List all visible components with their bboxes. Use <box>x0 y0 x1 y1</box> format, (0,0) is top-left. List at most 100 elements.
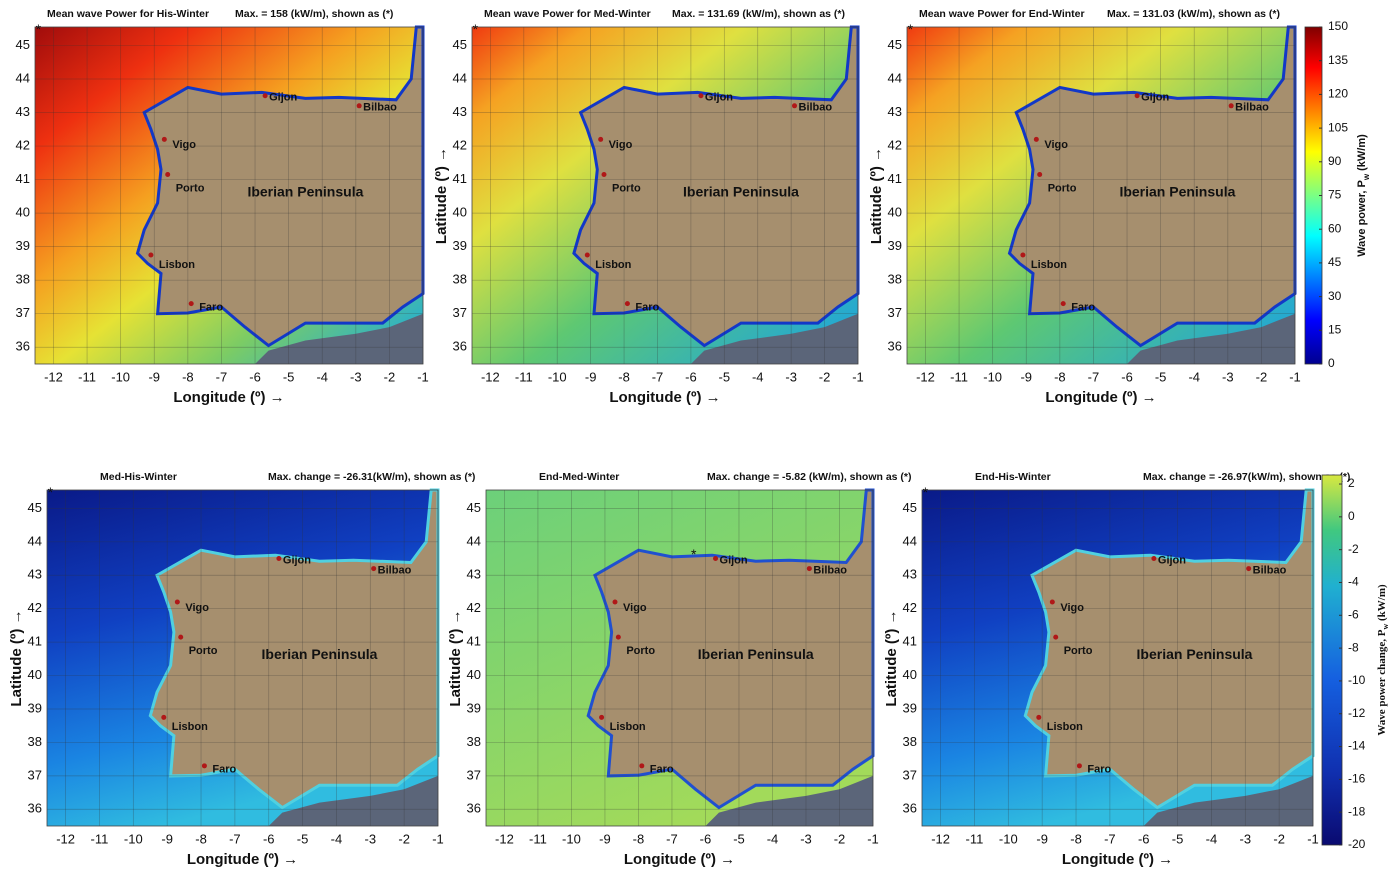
city-marker <box>148 253 153 258</box>
panel-title: Mean wave Power for Med-Winter <box>484 8 651 20</box>
y-tick-label: 36 <box>28 801 42 816</box>
panel-max: Max. change = -26.97(kW/m), shown as (*) <box>1143 471 1350 483</box>
region-label: Iberian Peninsula <box>683 184 799 200</box>
y-tick-label: 45 <box>467 500 481 515</box>
city-label: Vigo <box>1044 139 1068 151</box>
y-tick-label: 43 <box>453 104 467 119</box>
colorbar-tick-label: 105 <box>1328 120 1348 134</box>
x-tick-label: -4 <box>767 831 779 846</box>
x-tick-label: -10 <box>111 369 130 384</box>
y-tick-label: 40 <box>16 205 30 220</box>
colorbar-tick-label: -16 <box>1348 772 1366 786</box>
colorbar-tick-label: -2 <box>1348 542 1359 556</box>
city-marker <box>639 763 644 768</box>
x-tick-label: -9 <box>599 831 611 846</box>
city-marker <box>161 715 166 720</box>
max-marker: * <box>48 484 54 500</box>
region-label: Iberian Peninsula <box>1119 184 1235 200</box>
y-axis-label: Latitude (º) → <box>433 147 450 244</box>
city-marker <box>202 763 207 768</box>
region-label: Iberian Peninsula <box>698 646 814 662</box>
y-tick-label: 38 <box>28 734 42 749</box>
x-tick-label: -11 <box>78 369 96 384</box>
city-marker <box>616 635 621 640</box>
y-tick-label: 42 <box>453 137 467 152</box>
label-text: Wave power change, P <box>1376 629 1388 735</box>
x-tick-label: -11 <box>529 831 547 846</box>
x-tick-label: -4 <box>316 369 328 384</box>
city-label: Porto <box>1048 182 1077 194</box>
x-tick-label: -4 <box>1206 831 1218 846</box>
colorbar-tick-label: -6 <box>1348 607 1359 621</box>
x-tick-label: -10 <box>562 831 581 846</box>
colorbar: 0153045607590105120135150Wave power, Pw … <box>1305 19 1371 370</box>
city-marker <box>276 556 281 561</box>
colorbar-tick-label: -12 <box>1348 706 1366 720</box>
region-label: Iberian Peninsula <box>247 184 363 200</box>
y-tick-label: 43 <box>16 104 30 119</box>
y-tick-label: 42 <box>28 600 42 615</box>
city-label: Bilbao <box>813 564 847 576</box>
city-label: Lisbon <box>610 721 646 733</box>
y-tick-label: 36 <box>888 339 902 354</box>
city-label: Vigo <box>185 602 209 614</box>
x-tick-label: -7 <box>216 369 228 384</box>
city-marker <box>585 253 590 258</box>
panel-max: Max. = 158 (kW/m), shown as (*) <box>235 8 393 20</box>
y-tick-label: 40 <box>888 205 902 220</box>
panel-title: End-Med-Winter <box>539 471 619 483</box>
y-tick-label: 37 <box>903 767 917 782</box>
x-tick-label: -12 <box>56 831 75 846</box>
city-marker <box>1229 103 1234 108</box>
colorbar-tick-label: 75 <box>1328 188 1342 202</box>
x-tick-label: -12 <box>495 831 514 846</box>
city-label: Porto <box>1064 645 1093 657</box>
y-tick-label: 41 <box>467 634 481 649</box>
x-tick-label: -1 <box>417 369 429 384</box>
city-marker <box>1050 600 1055 605</box>
panel-max: Max. = 131.03 (kW/m), shown as (*) <box>1107 8 1280 20</box>
city-marker <box>613 600 618 605</box>
x-tick-label: -5 <box>719 369 731 384</box>
x-tick-label: -1 <box>852 369 864 384</box>
colorbar-tick-label: 30 <box>1328 289 1342 303</box>
colorbar-tick-label: 0 <box>1348 509 1355 523</box>
y-tick-label: 39 <box>28 700 42 715</box>
city-marker <box>371 566 376 571</box>
city-label: Porto <box>176 182 205 194</box>
colorbar-tick-label: 120 <box>1328 87 1348 101</box>
city-label: Lisbon <box>1047 721 1083 733</box>
y-axis-label: Latitude (º) → <box>8 609 25 706</box>
city-label: Gijon <box>720 554 748 566</box>
colorbar-tick-label: -20 <box>1348 837 1366 851</box>
city-label: Bilbao <box>1235 102 1269 114</box>
map-panel: -12-11-10-9-8-7-6-5-4-3-2-13637383940414… <box>16 8 429 406</box>
x-tick-label: -3 <box>365 831 377 846</box>
x-tick-label: -10 <box>124 831 143 846</box>
x-tick-label: -6 <box>685 369 697 384</box>
x-tick-label: -5 <box>283 369 295 384</box>
panel-max: Max. = 131.69 (kW/m), shown as (*) <box>672 8 845 20</box>
x-tick-label: -5 <box>1155 369 1167 384</box>
y-axis-label: Latitude (º) → <box>447 609 464 706</box>
x-tick-label: -7 <box>1088 369 1100 384</box>
x-tick-label: -4 <box>331 831 343 846</box>
x-tick-label: -12 <box>44 369 63 384</box>
x-tick-label: -2 <box>1256 369 1268 384</box>
y-tick-label: 39 <box>888 238 902 253</box>
x-tick-label: -7 <box>229 831 241 846</box>
city-label: Porto <box>626 645 655 657</box>
x-tick-label: -5 <box>1172 831 1184 846</box>
x-tick-label: -10 <box>983 369 1002 384</box>
city-marker <box>357 103 362 108</box>
x-tick-label: -9 <box>1020 369 1032 384</box>
x-tick-label: -9 <box>148 369 160 384</box>
x-tick-label: -2 <box>398 831 410 846</box>
x-tick-label: -12 <box>481 369 500 384</box>
map-panel: -12-11-10-9-8-7-6-5-4-3-2-13637383940414… <box>868 8 1301 406</box>
city-label: Bilbao <box>1253 564 1287 576</box>
max-marker: * <box>36 21 42 37</box>
x-tick-label: -6 <box>263 831 275 846</box>
y-tick-label: 42 <box>903 600 917 615</box>
y-tick-label: 37 <box>453 305 467 320</box>
